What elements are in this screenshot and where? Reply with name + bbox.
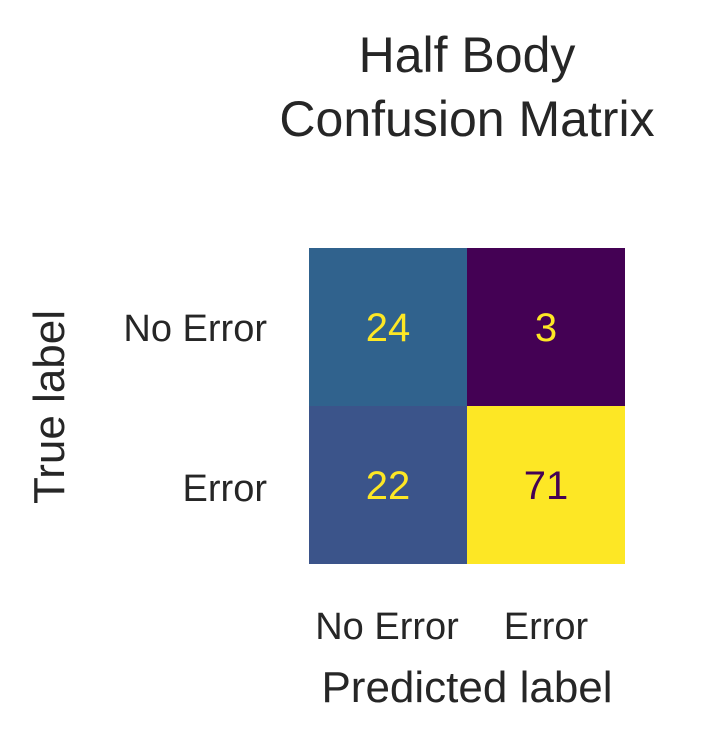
x-tick-label-no-error: No Error	[315, 606, 459, 648]
y-tick-label-error: Error	[182, 468, 267, 510]
cell-value-true-no-error-pred-no-error: 24	[366, 306, 411, 350]
x-tick-label-error: Error	[503, 606, 589, 648]
x-axis-label: Predicted label	[321, 663, 613, 712]
y-tick-label-no-error: No Error	[123, 308, 267, 350]
chart-title-line-2: Confusion Matrix	[279, 91, 655, 147]
cell-value-true-error-pred-error: 71	[524, 464, 569, 508]
cell-value-true-no-error-pred-error: 3	[535, 306, 557, 350]
cell-value-true-error-pred-no-error: 22	[366, 464, 411, 508]
y-axis-label: True label	[25, 309, 74, 505]
chart-title-line-1: Half Body	[358, 27, 576, 83]
heatmap-cell-true-no-error-pred-error	[467, 248, 625, 406]
heatmap-cell-true-error-pred-error	[467, 406, 625, 564]
heatmap-cell-true-error-pred-no-error	[309, 406, 467, 564]
heatmap-cell-true-no-error-pred-no-error	[309, 248, 467, 406]
